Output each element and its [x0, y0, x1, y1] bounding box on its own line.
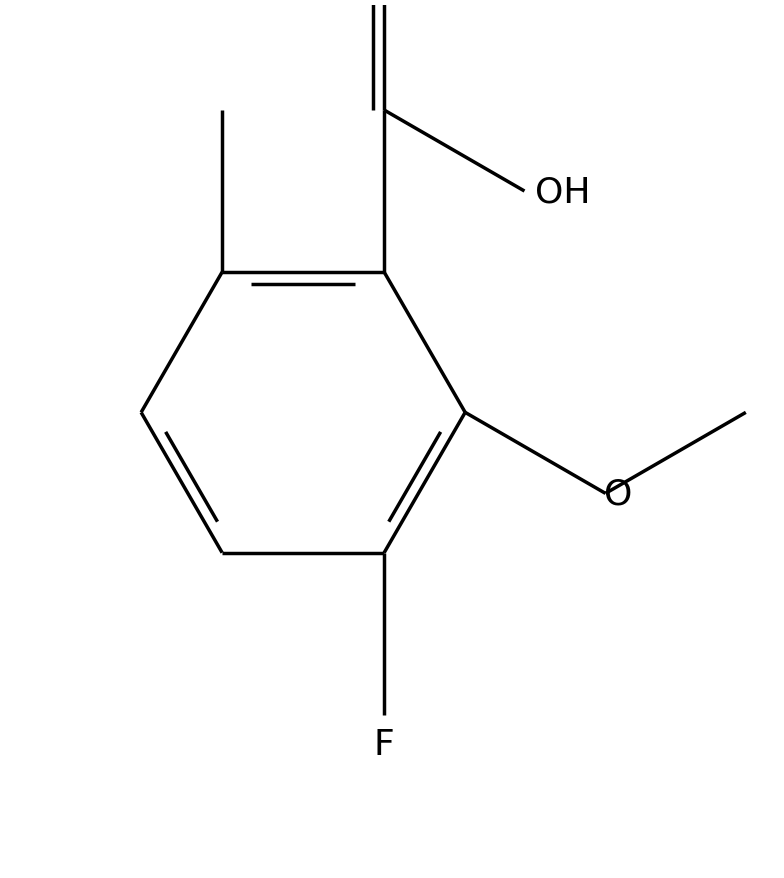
Text: F: F: [374, 728, 394, 761]
Text: O: O: [604, 477, 632, 511]
Text: OH: OH: [535, 175, 590, 209]
